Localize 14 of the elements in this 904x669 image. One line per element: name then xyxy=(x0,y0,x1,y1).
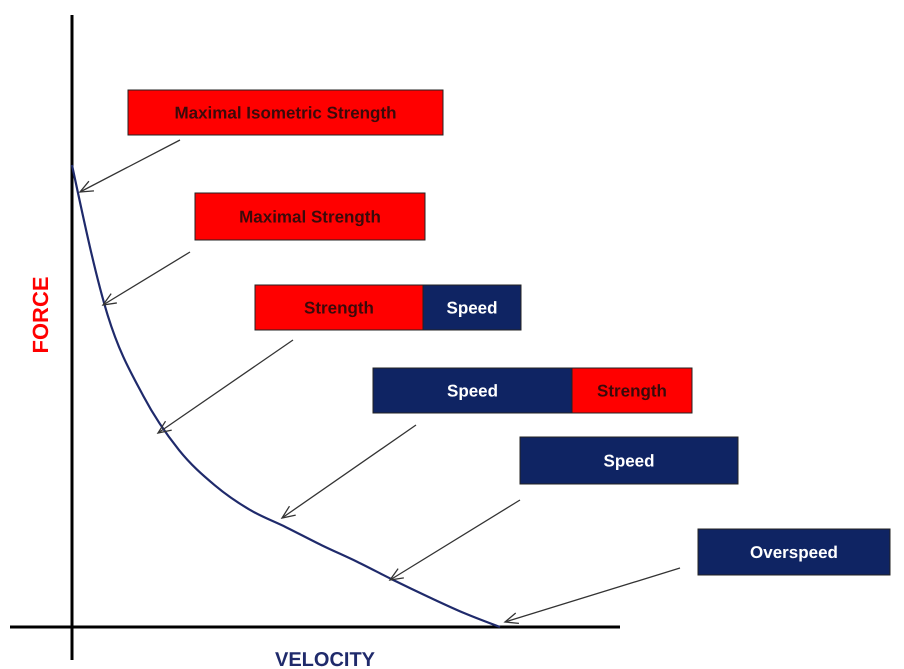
label-box: Strength xyxy=(254,284,424,330)
x-axis-title: VELOCITY xyxy=(274,649,376,669)
annotation: Speed xyxy=(446,298,498,318)
label-box: Speed xyxy=(520,436,738,484)
annotation: Strength xyxy=(304,298,374,318)
label-box: Speed xyxy=(372,368,572,414)
label-box: Overspeed xyxy=(698,528,890,576)
label-box: Strength xyxy=(572,368,692,414)
label-box: Maximal Isometric Strength xyxy=(128,90,444,136)
annotation: Maximal Strength xyxy=(239,208,381,226)
label-box: Maximal Strength xyxy=(194,192,426,240)
y-axis-title: FORCE xyxy=(28,276,53,354)
label-box: Speed xyxy=(422,284,522,330)
annotation: Speed xyxy=(446,382,498,400)
